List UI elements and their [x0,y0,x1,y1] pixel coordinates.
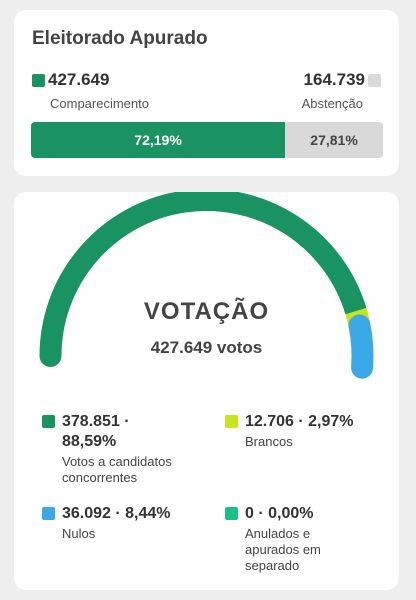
absent-label: Abstenção [301,96,363,111]
candidates-value-line1: 378.851 · [62,413,130,430]
legend-candidates: 378.851 · 88,59% Votos a candidatos conc… [42,412,222,486]
null-color-marker [42,507,55,520]
absent-value: 164.739 [303,70,365,89]
annulled-label-line3: separado [245,558,300,573]
gauge-segment-candidates [39,192,367,367]
legend-null: 36.092 · 8,44% Nulos [42,504,222,542]
absent-bar-segment: 27,81% [285,122,383,158]
attendance-title: Eleitorado Apurado [32,28,208,49]
attendance-card: Eleitorado Apurado 427.649 Compareciment… [14,10,399,176]
present-label: Comparecimento [50,96,149,111]
blank-label: Brancos [245,434,293,449]
absent-color-marker [368,73,381,87]
voting-card: VOTAÇÃO 427.649 votos 378.851 · 88,59% V… [14,192,399,590]
annulled-value: 0 · 0,00% [245,505,314,522]
present-value: 427.649 [48,70,110,89]
candidates-label-line1: Votos a candidatos [62,454,172,469]
candidates-color-marker [42,415,55,428]
blank-value: 12.706 · 2,97% [245,413,354,430]
blank-color-marker [225,415,238,428]
null-label: Nulos [62,526,96,541]
voting-total: 427.649 votos [150,338,263,357]
present-block: 427.649 Comparecimento [32,70,149,111]
annulled-color-marker [225,507,238,520]
voting-gauge [39,192,374,379]
gauge-segment-null [348,314,374,379]
absent-block: 164.739 Abstenção [302,70,381,111]
voting-title: VOTAÇÃO [143,298,270,325]
present-color-marker [32,73,45,87]
legend-annulled: 0 · 0,00% Anulados e apurados em separad… [225,504,395,574]
annulled-label-line1: Anulados e [245,526,311,541]
candidates-label-line2: concorrentes [62,470,138,485]
legend-blank: 12.706 · 2,97% Brancos [225,412,395,450]
annulled-label-line2: apurados em [245,542,321,557]
present-bar-segment: 72,19% [31,122,286,158]
null-value: 36.092 · 8,44% [62,505,171,522]
candidates-value-line2: 88,59% [62,433,117,450]
attendance-bar: 72,19% 27,81% [31,122,383,158]
